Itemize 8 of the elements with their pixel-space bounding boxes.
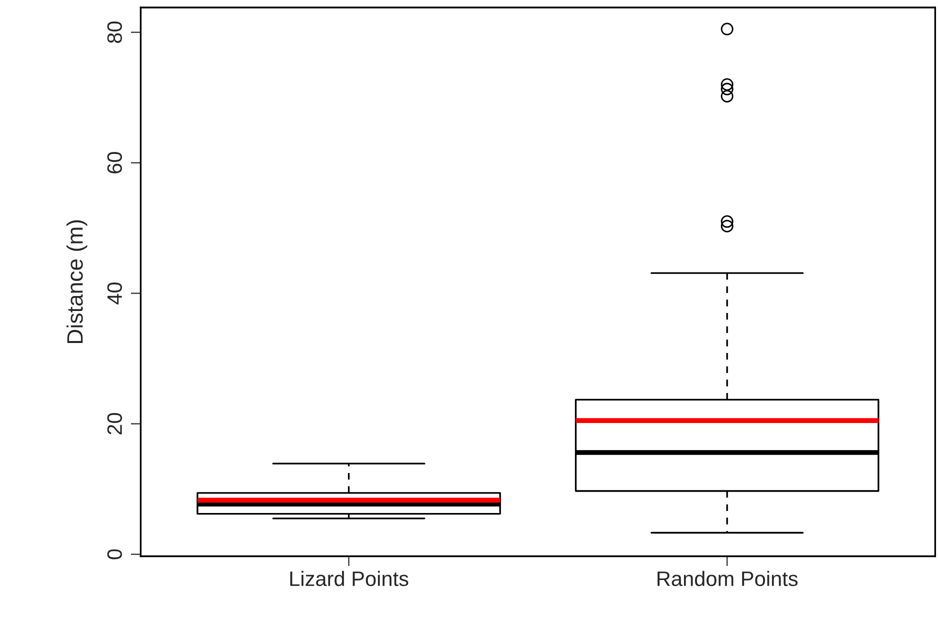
y-tick-label: 60: [107, 152, 122, 174]
y-axis-title: Distance (m): [66, 220, 88, 344]
y-tick-label: 0: [107, 549, 122, 560]
y-tick-label: 80: [107, 22, 122, 43]
y-tick-label: 20: [107, 413, 122, 434]
x-tick-label: Random Points: [658, 570, 798, 586]
x-tick-label: Lizard Points: [290, 570, 408, 586]
y-tick-label: 40: [107, 282, 122, 304]
